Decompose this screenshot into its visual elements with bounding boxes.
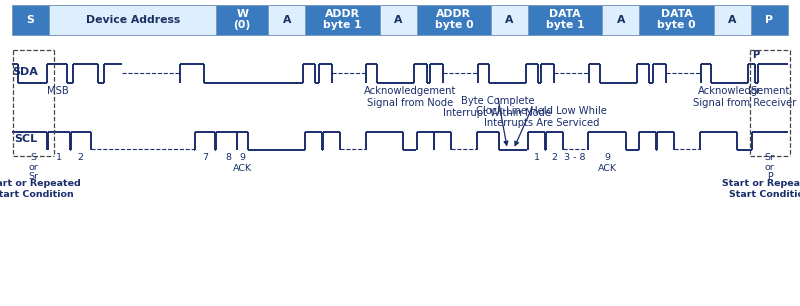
Text: ADDR
byte 1: ADDR byte 1 bbox=[323, 9, 362, 31]
Text: 8: 8 bbox=[225, 153, 231, 162]
Text: SDA: SDA bbox=[13, 67, 38, 77]
Text: MSB: MSB bbox=[47, 86, 69, 96]
Text: P: P bbox=[752, 50, 759, 60]
Text: ACK: ACK bbox=[233, 164, 252, 173]
FancyBboxPatch shape bbox=[714, 5, 751, 35]
Text: 2: 2 bbox=[551, 153, 558, 162]
Text: A: A bbox=[282, 15, 291, 25]
Text: Sr
or
P: Sr or P bbox=[765, 153, 774, 181]
Text: Device Address: Device Address bbox=[86, 15, 180, 25]
Text: DATA
byte 0: DATA byte 0 bbox=[658, 9, 696, 31]
FancyBboxPatch shape bbox=[417, 5, 491, 35]
Text: DATA
byte 1: DATA byte 1 bbox=[546, 9, 585, 31]
Text: SCL: SCL bbox=[14, 134, 37, 144]
Text: S
or
Sr: S or Sr bbox=[28, 153, 38, 181]
FancyBboxPatch shape bbox=[602, 5, 639, 35]
Text: 2: 2 bbox=[78, 153, 84, 162]
Text: 1: 1 bbox=[534, 153, 539, 162]
Text: ADDR
byte 0: ADDR byte 0 bbox=[434, 9, 473, 31]
Text: 1: 1 bbox=[56, 153, 62, 162]
FancyBboxPatch shape bbox=[379, 5, 417, 35]
Text: ACK: ACK bbox=[598, 164, 617, 173]
Text: Start or Repeated
Start Condition: Start or Repeated Start Condition bbox=[0, 179, 81, 199]
Text: Clock Line Held Low While
Interrupts Are Serviced: Clock Line Held Low While Interrupts Are… bbox=[476, 106, 607, 128]
Text: A: A bbox=[617, 15, 625, 25]
FancyBboxPatch shape bbox=[491, 5, 528, 35]
FancyBboxPatch shape bbox=[216, 5, 268, 35]
Text: Acknowledgement
Signal from Node: Acknowledgement Signal from Node bbox=[364, 86, 456, 108]
Text: Start or Repeated
Start Condition: Start or Repeated Start Condition bbox=[722, 179, 800, 199]
Text: 7: 7 bbox=[202, 153, 208, 162]
Text: Acknowledgement
Signal from Receiver: Acknowledgement Signal from Receiver bbox=[693, 86, 796, 108]
Text: 9: 9 bbox=[604, 153, 610, 162]
Text: Sr: Sr bbox=[750, 86, 761, 96]
Text: P: P bbox=[766, 15, 774, 25]
Text: A: A bbox=[394, 15, 402, 25]
Text: S: S bbox=[26, 15, 34, 25]
Text: 3 - 8: 3 - 8 bbox=[565, 153, 586, 162]
Text: Byte Complete
Interrupt Within Node: Byte Complete Interrupt Within Node bbox=[443, 96, 551, 118]
FancyBboxPatch shape bbox=[751, 5, 788, 35]
Text: A: A bbox=[506, 15, 514, 25]
Text: 9: 9 bbox=[240, 153, 246, 162]
Text: W
(0): W (0) bbox=[234, 9, 251, 31]
Text: A: A bbox=[728, 15, 737, 25]
FancyBboxPatch shape bbox=[528, 5, 602, 35]
FancyBboxPatch shape bbox=[268, 5, 306, 35]
FancyBboxPatch shape bbox=[306, 5, 379, 35]
FancyBboxPatch shape bbox=[12, 5, 49, 35]
FancyBboxPatch shape bbox=[639, 5, 714, 35]
FancyBboxPatch shape bbox=[49, 5, 216, 35]
